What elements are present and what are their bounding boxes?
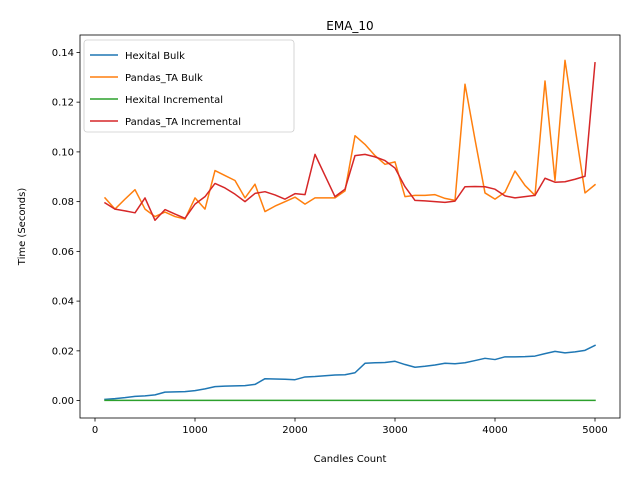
series-lines bbox=[103, 59, 597, 402]
x-axis: 0 1000 2000 3000 4000 5000 bbox=[92, 418, 608, 436]
y-tick-label: 0.02 bbox=[52, 346, 74, 357]
x-axis-title: Candles Count bbox=[314, 454, 387, 465]
legend: Hexital Bulk Pandas_TA Bulk Hexital Increm… bbox=[83, 39, 295, 133]
x-tick-label: 1000 bbox=[182, 425, 207, 436]
y-tick-label: 0.14 bbox=[52, 48, 74, 59]
chart-title: EMA_10 bbox=[326, 19, 373, 33]
y-tick-label: 0.06 bbox=[52, 247, 74, 258]
legend-label: Hexital Bulk bbox=[125, 51, 185, 62]
legend-label: Pandas_TA Bulk bbox=[125, 73, 203, 84]
x-tick-label: 2000 bbox=[282, 425, 307, 436]
legend-label: Pandas_TA Incremental bbox=[125, 117, 241, 128]
y-axis: 0.00 0.02 0.04 0.06 0.08 0.10 0.12 0.14 bbox=[52, 48, 80, 407]
x-tick-label: 3000 bbox=[382, 425, 407, 436]
series-line-pandas-ta-incremental bbox=[103, 62, 596, 222]
x-tick-label: 0 bbox=[92, 425, 98, 436]
legend-label: Hexital Incremental bbox=[125, 95, 223, 106]
y-tick-label: 0.04 bbox=[52, 297, 74, 308]
x-tick-label: 4000 bbox=[482, 425, 507, 436]
y-axis-title: Time (Seconds) bbox=[17, 188, 28, 267]
y-tick-label: 0.00 bbox=[52, 396, 74, 407]
series-line-hexital-bulk bbox=[104, 344, 597, 401]
x-tick-label: 5000 bbox=[582, 425, 607, 436]
y-tick-label: 0.12 bbox=[52, 98, 74, 109]
plot-frame bbox=[79, 34, 621, 419]
plot-area bbox=[79, 34, 621, 419]
y-tick-label: 0.10 bbox=[52, 147, 74, 158]
legend-box bbox=[83, 39, 295, 133]
y-tick-label: 0.08 bbox=[52, 197, 74, 208]
